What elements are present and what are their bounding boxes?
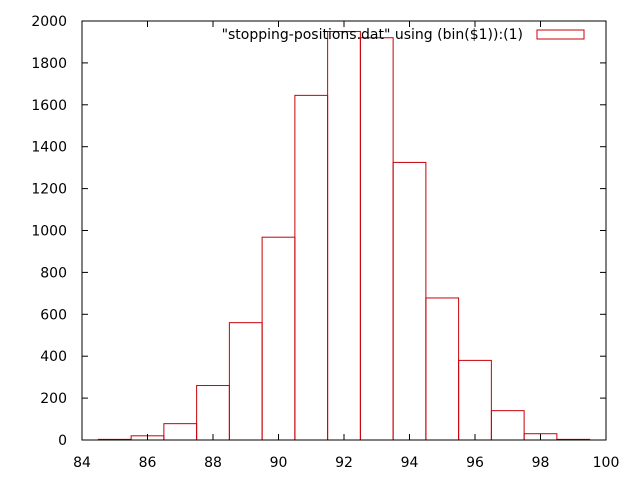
legend-swatch: [536, 29, 585, 40]
y-tick-label: 800: [40, 265, 67, 281]
axis-ticks: [81, 20, 607, 441]
legend-label: "stopping-positions.dat" using (bin($1))…: [222, 27, 523, 43]
histogram-bar: [261, 236, 296, 441]
y-tick-label: 2000: [31, 14, 67, 30]
x-tick-label: 84: [73, 455, 91, 471]
histogram-bar: [163, 423, 198, 441]
plot-frame: [81, 20, 607, 441]
x-tick-label: 90: [270, 455, 288, 471]
histogram-bar: [294, 94, 329, 441]
x-tick-label: 92: [335, 455, 353, 471]
histogram-bar: [327, 30, 361, 441]
y-tick-label: 0: [58, 433, 67, 449]
y-tick-label: 1800: [31, 56, 67, 72]
legend: "stopping-positions.dat" using (bin($1))…: [222, 27, 585, 43]
x-tick-label: 100: [593, 455, 620, 471]
y-tick-label: 200: [40, 391, 67, 407]
x-tick-labels: 84 86 88 90 92 94 96 98 100: [73, 455, 619, 471]
y-tick-label: 1400: [31, 140, 67, 156]
histogram-bar: [392, 161, 427, 441]
y-tick-label: 1600: [31, 98, 67, 114]
y-tick-labels: 0 200 400 600 800 1000 1200 1400 1600 1800 2000: [31, 14, 67, 449]
x-tick-label: 88: [204, 455, 222, 471]
histogram-bar: [458, 359, 492, 441]
y-tick-label: 400: [40, 349, 67, 365]
histogram-bar: [228, 322, 263, 441]
histogram-bar: [196, 385, 230, 441]
histogram-bar: [425, 297, 460, 441]
y-tick-label: 1000: [31, 224, 67, 240]
y-tick-label: 1200: [31, 182, 67, 198]
x-tick-label: 86: [139, 455, 157, 471]
x-tick-label: 94: [401, 455, 419, 471]
histogram-bar: [359, 37, 394, 441]
y-tick-label: 600: [40, 307, 67, 323]
histogram-bars: [97, 30, 591, 441]
histogram-bar: [490, 410, 525, 441]
x-tick-label: 96: [466, 455, 484, 471]
x-tick-label: 98: [532, 455, 550, 471]
